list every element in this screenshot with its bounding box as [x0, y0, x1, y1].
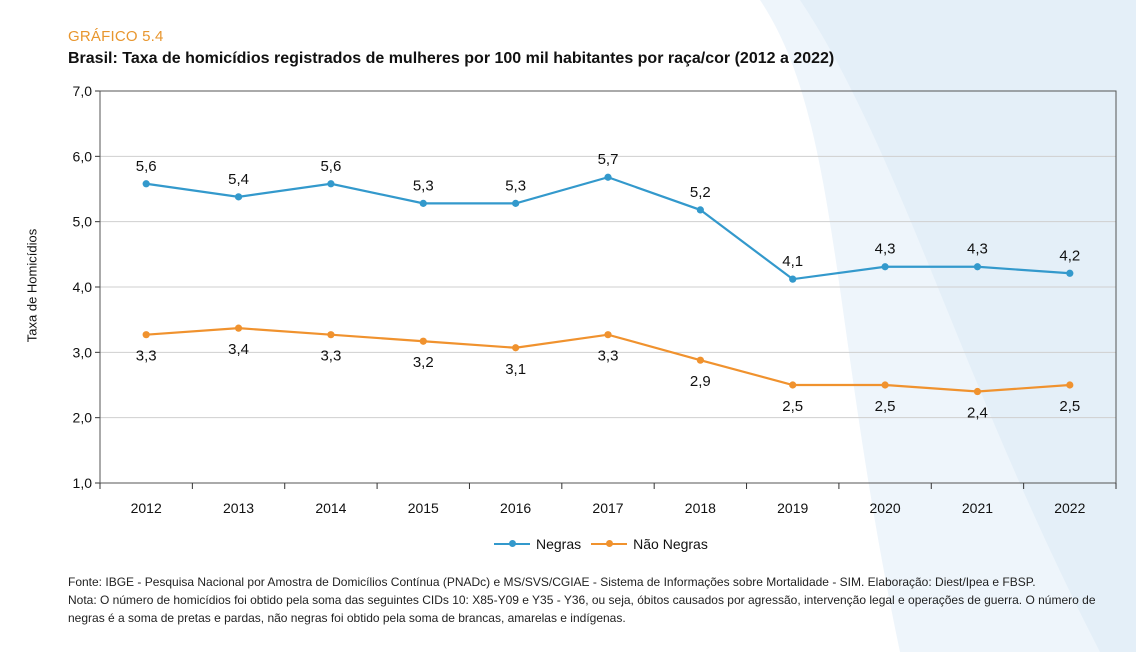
y-tick-label: 3,0 — [73, 344, 93, 360]
data-point — [604, 331, 612, 339]
data-point — [973, 263, 982, 271]
x-tick-label: 2019 — [777, 500, 808, 516]
y-tick-label: 6,0 — [73, 148, 93, 164]
data-point — [327, 331, 335, 339]
data-label: 3,1 — [505, 361, 526, 378]
y-tick-label: 4,0 — [73, 279, 93, 295]
data-label: 3,4 — [228, 341, 249, 358]
data-point — [696, 206, 704, 214]
data-point — [419, 199, 427, 207]
data-label: 5,6 — [136, 158, 157, 175]
data-point — [1066, 381, 1074, 389]
data-point — [512, 344, 520, 352]
legend-swatch-nao-negras — [591, 540, 628, 547]
legend-item-nao-negras: Não Negras — [591, 536, 708, 552]
method-note: Nota: O número de homicídios foi obtido … — [68, 593, 1096, 625]
legend-item-negras: Negras — [494, 536, 581, 552]
data-point — [789, 381, 797, 389]
legend-label-negras: Negras — [536, 536, 582, 552]
data-point — [142, 180, 150, 188]
data-label: 2,5 — [875, 398, 896, 415]
data-label: 3,3 — [598, 348, 619, 365]
y-tick-label: 1,0 — [73, 475, 93, 491]
x-tick-label: 2018 — [685, 500, 716, 516]
plot-frame — [99, 90, 1117, 484]
data-label: 2,5 — [782, 398, 803, 415]
x-tick-label: 2012 — [131, 500, 162, 516]
y-tick-label: 5,0 — [73, 214, 93, 230]
data-point — [881, 263, 889, 271]
data-point — [881, 381, 889, 389]
data-label: 5,7 — [598, 151, 619, 168]
data-point — [512, 199, 520, 207]
data-point — [142, 331, 150, 339]
data-point — [789, 275, 797, 283]
x-tick-label: 2016 — [500, 500, 531, 516]
y-tick-label: 2,0 — [73, 410, 93, 426]
chart-title: Brasil: Taxa de homicídios registrados d… — [68, 50, 835, 67]
data-point — [604, 173, 612, 181]
data-label: 5,3 — [413, 177, 434, 194]
data-label: 4,3 — [967, 241, 988, 258]
data-label: 3,3 — [136, 348, 157, 365]
data-label: 2,4 — [967, 405, 988, 422]
data-label: 2,9 — [690, 373, 711, 390]
y-tick-label: 7,0 — [73, 83, 93, 99]
data-label: 4,2 — [1059, 247, 1080, 264]
data-point — [696, 356, 704, 364]
x-tick-label: 2014 — [315, 500, 346, 516]
data-point — [1066, 269, 1074, 277]
data-point — [419, 337, 427, 345]
data-point — [234, 193, 243, 201]
data-label: 5,4 — [228, 171, 249, 188]
data-label: 2,5 — [1059, 398, 1080, 415]
x-tick-label: 2022 — [1054, 500, 1085, 516]
data-point — [973, 387, 982, 396]
data-point — [327, 180, 335, 188]
x-tick-label: 2021 — [962, 500, 993, 516]
legend-label-nao-negras: Não Negras — [633, 536, 708, 552]
data-point — [234, 324, 243, 332]
chart-number: GRÁFICO 5.4 — [68, 28, 164, 45]
data-label: 3,2 — [413, 354, 434, 371]
x-tick-label: 2013 — [223, 500, 254, 516]
x-tick-label: 2015 — [408, 500, 439, 516]
x-tick-label: 2020 — [870, 500, 901, 516]
data-label: 4,3 — [875, 241, 896, 258]
x-tick-label: 2017 — [592, 500, 623, 516]
data-label: 5,2 — [690, 184, 711, 201]
legend: Negras Não Negras — [494, 536, 708, 552]
series-line-negras — [146, 176, 1070, 281]
footer-notes: Fonte: IBGE - Pesquisa Nacional por Amos… — [68, 573, 1118, 627]
source-note: Fonte: IBGE - Pesquisa Nacional por Amos… — [68, 575, 1036, 589]
data-label: 4,1 — [782, 253, 803, 270]
legend-swatch-negras — [494, 540, 530, 547]
data-label: 5,3 — [505, 177, 526, 194]
data-label: 5,6 — [320, 158, 341, 175]
data-label: 3,3 — [320, 348, 341, 365]
